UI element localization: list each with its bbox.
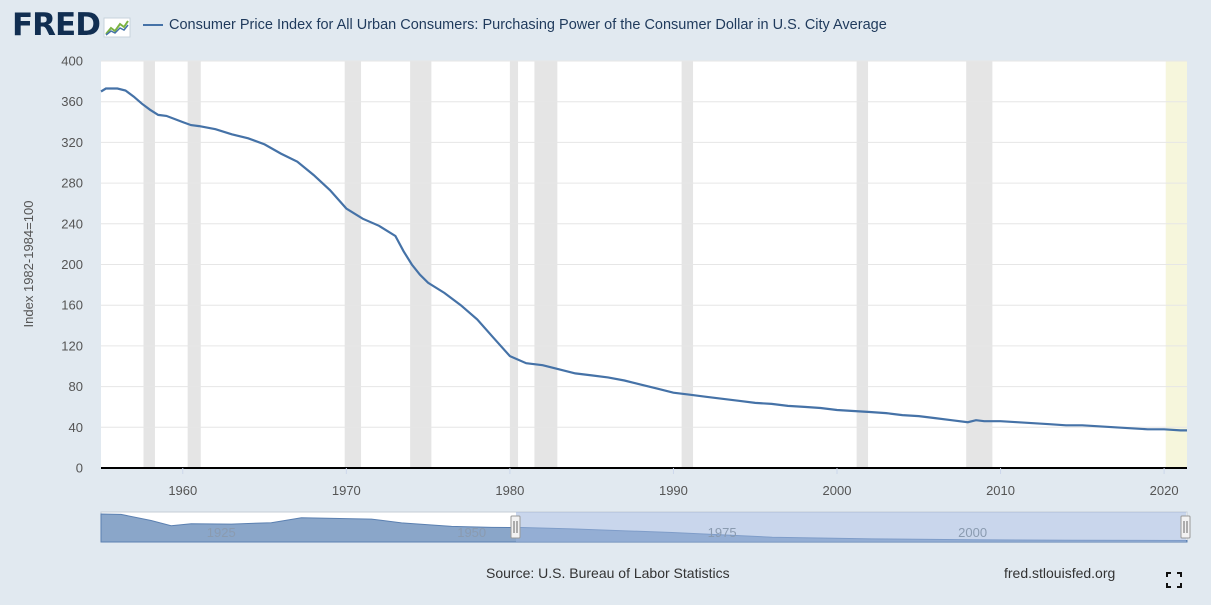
y-tick-label: 0 xyxy=(76,461,83,476)
legend-line-swatch xyxy=(142,24,163,26)
legend-label: Consumer Price Index for All Urban Consu… xyxy=(168,17,887,33)
y-tick-label: 320 xyxy=(61,135,83,150)
y-tick-label: 40 xyxy=(69,420,83,435)
source-note: Source: U.S. Bureau of Labor Statistics xyxy=(486,565,730,581)
y-axis-label: Index 1982-1984=100 xyxy=(21,201,36,328)
navigator-right-handle[interactable] xyxy=(1180,515,1191,539)
y-tick-label: 400 xyxy=(61,54,83,69)
series-line[interactable] xyxy=(100,87,1187,432)
x-tick-label: 1960 xyxy=(168,483,197,498)
navigator-left-handle[interactable] xyxy=(510,515,521,539)
y-tick-label: 120 xyxy=(61,338,83,353)
y-tick-label: 80 xyxy=(69,379,83,394)
navigator-year-label: 2000 xyxy=(958,525,987,540)
y-tick-label: 360 xyxy=(61,94,83,109)
gridlines xyxy=(101,60,1187,428)
navigator-year-label: 1975 xyxy=(708,525,737,540)
fred-url-link[interactable]: fred.stlouisfed.org xyxy=(1004,565,1116,581)
navigator-year-label: 1925 xyxy=(207,525,236,540)
y-tick-label: 240 xyxy=(61,216,83,231)
legend-item[interactable]: Consumer Price Index for All Urban Consu… xyxy=(142,17,887,33)
y-tick-label: 200 xyxy=(61,257,83,272)
fred-logo-graph-icon xyxy=(103,17,131,38)
navigator-selection[interactable] xyxy=(516,512,1186,542)
x-tick-label: 1980 xyxy=(495,483,524,498)
y-tick-label: 160 xyxy=(61,298,83,313)
x-tick-label: 2010 xyxy=(986,483,1015,498)
navigator-labels: 1925 1950 1975 2000 xyxy=(207,525,987,540)
y-tick-label: 280 xyxy=(61,176,83,191)
x-tick-label: 1970 xyxy=(332,483,361,498)
x-tick-labels: 1960 1970 1980 1990 2000 2010 2020 xyxy=(168,468,1179,498)
x-tick-label: 2000 xyxy=(823,483,852,498)
x-tick-label: 2020 xyxy=(1150,483,1179,498)
fred-logo[interactable]: FRED xyxy=(12,7,101,43)
navigator[interactable]: 1925 1950 1975 2000 xyxy=(100,511,1191,543)
y-tick-labels: 0 40 80 120 160 200 240 280 320 360 400 xyxy=(61,54,83,476)
navigator-year-label: 1950 xyxy=(457,525,486,540)
x-tick-label: 1990 xyxy=(659,483,688,498)
chart-header: FRED Consumer Price Index for All Urban … xyxy=(12,7,887,43)
fullscreen-icon[interactable] xyxy=(1166,572,1182,588)
